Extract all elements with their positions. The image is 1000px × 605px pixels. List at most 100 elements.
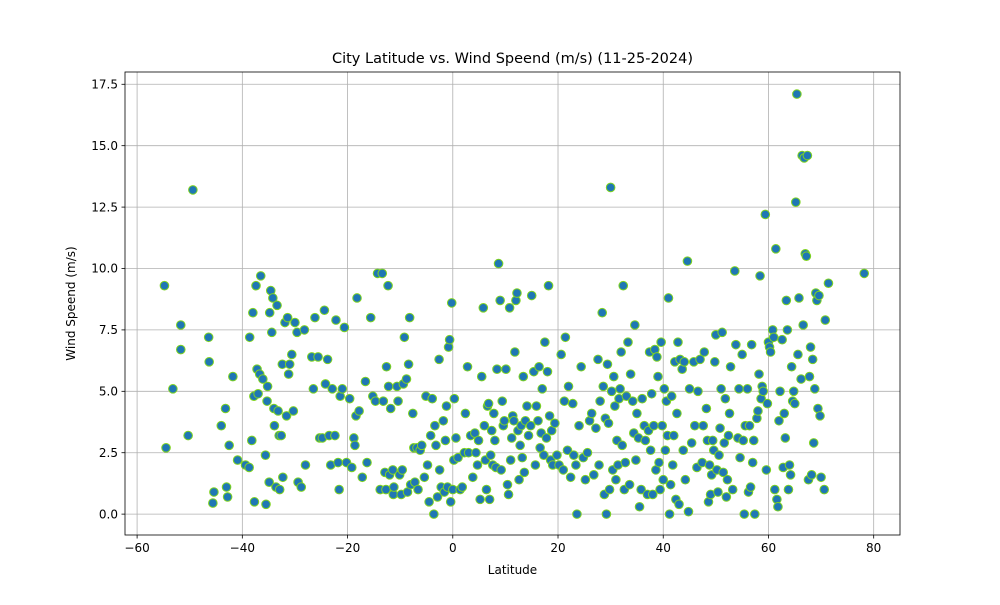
data-point [572, 509, 582, 519]
data-point [774, 415, 784, 426]
data-point [522, 401, 532, 411]
data-point [278, 472, 288, 483]
data-point [337, 384, 348, 394]
data-point [748, 435, 759, 446]
data-point [761, 465, 772, 475]
data-point [248, 307, 258, 318]
data-point [457, 482, 468, 492]
data-point [645, 445, 656, 456]
data-point [859, 268, 870, 279]
data-point [558, 465, 569, 475]
data-point [517, 452, 528, 463]
data-point [260, 450, 271, 460]
data-point [253, 388, 263, 399]
data-point [804, 371, 815, 382]
x-tick-label: 0 [449, 541, 457, 555]
data-point [365, 312, 376, 323]
data-point [610, 401, 620, 411]
data-point [422, 460, 433, 470]
data-point [255, 271, 266, 281]
data-point [537, 384, 548, 394]
data-point [484, 494, 495, 505]
data-point [377, 268, 388, 279]
data-point [674, 499, 684, 510]
data-point [801, 251, 812, 262]
data-point [413, 484, 423, 495]
data-point [530, 460, 541, 470]
data-point [282, 312, 293, 323]
data-point [534, 361, 544, 372]
data-point [519, 467, 530, 478]
data-point [659, 384, 670, 394]
data-point [665, 479, 676, 490]
data-point [718, 467, 729, 478]
data-point [624, 479, 635, 490]
data-point [754, 369, 764, 379]
data-point [617, 440, 628, 451]
data-point [744, 420, 755, 431]
data-point [580, 474, 591, 485]
data-point [472, 460, 483, 470]
data-point [542, 366, 553, 377]
data-point [682, 256, 693, 266]
data-point [791, 197, 801, 207]
data-point [648, 420, 659, 431]
x-tick-label: 20 [550, 541, 565, 555]
data-point [631, 455, 641, 465]
data-point [654, 457, 664, 468]
data-point [805, 342, 816, 352]
data-point [333, 457, 343, 468]
data-point [823, 278, 834, 289]
data-point [427, 393, 438, 404]
data-point [404, 312, 415, 323]
data-point [608, 371, 619, 382]
data-point [657, 420, 667, 431]
x-tick-label: −60 [124, 541, 149, 555]
data-point [204, 357, 214, 367]
data-point [334, 484, 344, 495]
data-point [658, 474, 669, 485]
data-point [399, 332, 410, 343]
data-point [571, 460, 581, 470]
data-point [785, 470, 796, 480]
x-tick-label: 80 [866, 541, 881, 555]
data-point [288, 406, 299, 416]
data-point [684, 384, 695, 394]
data-point [565, 472, 576, 483]
data-point [796, 374, 806, 384]
data-point [775, 386, 785, 397]
data-point [209, 487, 219, 497]
data-point [269, 420, 280, 431]
data-point [300, 460, 311, 470]
data-point [742, 384, 753, 394]
data-point [820, 315, 831, 325]
data-point [550, 418, 560, 429]
data-point [758, 386, 769, 397]
data-point [296, 482, 307, 492]
y-tick-label: 15.0 [91, 139, 118, 153]
data-points [159, 89, 870, 519]
data-point [738, 435, 749, 446]
data-point [486, 425, 497, 436]
data-point [729, 266, 740, 276]
data-point [695, 354, 705, 365]
data-point [781, 295, 792, 306]
data-point [601, 509, 612, 519]
data-point [434, 465, 445, 475]
data-point [717, 327, 727, 338]
data-point [814, 290, 824, 301]
data-point [518, 371, 529, 382]
data-point [175, 320, 186, 330]
data-point [506, 433, 517, 443]
data-point [276, 430, 287, 441]
y-tick-label: 2.5 [99, 446, 118, 460]
data-point [183, 430, 193, 441]
data-point [357, 472, 368, 483]
y-tick-label: 5.0 [99, 385, 118, 399]
data-point [597, 307, 608, 318]
data-point [593, 354, 603, 365]
data-point [416, 440, 427, 451]
data-point [388, 465, 398, 475]
data-point [501, 364, 511, 375]
data-point [701, 403, 712, 414]
